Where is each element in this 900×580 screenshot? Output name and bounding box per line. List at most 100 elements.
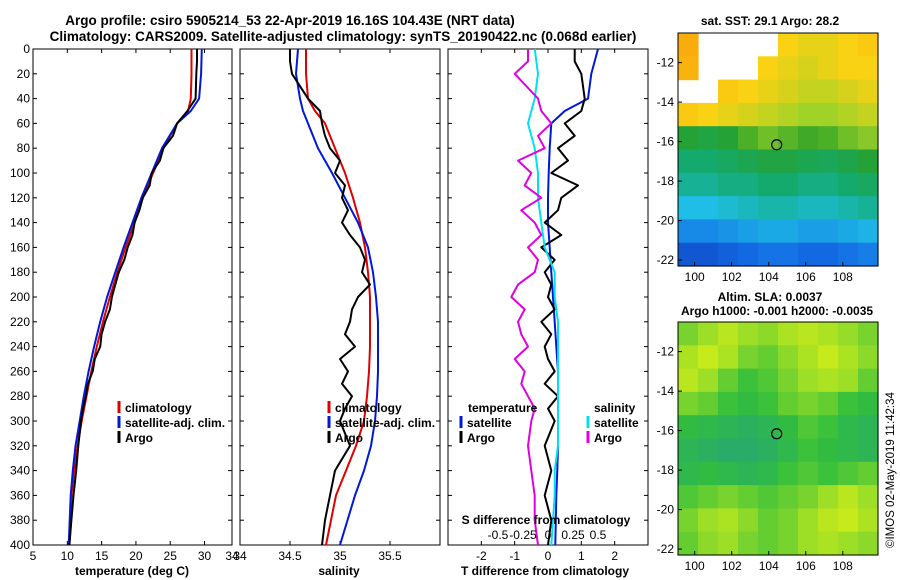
sla-map-frame [677,321,879,556]
map-cell [798,368,819,393]
argo-position-marker [771,139,783,151]
map-cell [858,219,879,244]
depth-tick-label: 280 [10,389,30,403]
map-cell [798,345,819,370]
map-cell [758,345,779,370]
legend-label-argo: Argo [335,431,363,445]
salinity-xtick-label: 35.5 [378,549,402,563]
map-ytick-label: -18 [657,174,675,188]
map-cell [718,368,739,393]
map-cell [718,126,739,151]
map-cell [678,391,699,416]
map-cell [818,368,839,393]
legend-title-salinity: salinity [594,401,636,415]
map-cell [858,79,879,104]
map-cell [818,415,839,440]
map-cell [758,322,779,346]
map-cell [818,33,839,57]
temperature-xtick-label: 5 [30,549,37,563]
map-cell [858,196,879,220]
map-cell [698,219,719,244]
map-ytick-label: -14 [657,384,675,398]
map-cell [678,172,699,197]
map-cell [858,242,879,267]
map-cell [738,79,759,104]
map-cell [738,242,759,267]
depth-tick-label: 240 [10,340,30,354]
map-cell [858,438,879,463]
map-xtick-label: 104 [759,559,779,573]
legend-label-climatology: climatology [335,401,402,415]
map-cell [798,485,819,509]
salinity-xtick-label: 34 [233,549,247,563]
salinity-xtick-label: 35 [333,549,347,563]
legend-label-s-satellite: satellite [594,416,639,430]
map-xtick-label: 106 [796,270,816,284]
map-cell [718,461,739,486]
map-cell [838,531,859,556]
depth-tick-label: 60 [17,116,31,130]
map-cell [778,508,799,533]
map-cell [798,461,819,486]
map-cell [778,531,799,556]
temperature-xtick-label: 15 [95,549,109,563]
map-cell [738,485,759,509]
map-cell [698,322,719,346]
legend-title-temperature: temperature [468,401,538,415]
difference-xtick-label: -2 [476,549,487,563]
map-cell [758,196,779,220]
map-xtick-label: 100 [685,559,705,573]
difference-x2tick-label: -0.5 [488,528,509,542]
map-cell [738,461,759,486]
map-cell [678,196,699,220]
map-cell [758,102,779,127]
map-cell [798,149,819,174]
map-cell [838,79,859,104]
map-cell [718,149,739,174]
map-cell [738,322,759,346]
map-cell [678,368,699,393]
map-cell [798,438,819,463]
map-cell [818,102,839,127]
difference-x2tick-label: -0.25 [509,528,537,542]
map-ytick-label: -14 [657,95,675,109]
difference-x2tick-label: 0.25 [561,528,585,542]
map-cell [858,508,879,533]
map-cell [858,149,879,174]
map-cell [718,508,739,533]
map-ytick-label: -22 [657,542,675,556]
depth-tick-label: 380 [10,513,30,527]
map-cell [758,461,779,486]
sst-map: 100 102 104 106 108 -12 -14 -16 -18 -20 -22 [657,33,879,284]
map-cell [718,345,739,370]
legend-label-satellite: satellite-adj. clim. [335,416,435,430]
map-cell [758,219,779,244]
map-cell [678,485,699,509]
temperature-xtick-label: 10 [61,549,75,563]
map-cell [838,33,859,57]
map-cell [698,345,719,370]
map-cell [678,102,699,127]
map-cell [818,149,839,174]
map-cell [678,531,699,556]
map-cell [738,415,759,440]
map-cell [678,461,699,486]
map-cell [838,172,859,197]
map-cell [698,415,719,440]
map-cell [698,102,719,127]
map-cell [678,219,699,244]
imos-timestamp: ©IMOS 02-May-2019 11:42:34 [885,391,897,548]
temperature-series-climatology [68,49,193,546]
map-cell [758,531,779,556]
sla-map: 100 102 104 106 108 -12 -14 -16 -18 -20 -22 [657,322,879,573]
map-cell [838,196,859,220]
map-cell [778,368,799,393]
map-cell [678,322,699,346]
map-cell [738,172,759,197]
salinity-panel-frame [239,48,441,546]
map-cell [738,196,759,220]
map-ytick-label: -16 [657,424,675,438]
map-cell [778,79,799,104]
depth-tick-label: 100 [10,166,30,180]
map-cell [798,415,819,440]
